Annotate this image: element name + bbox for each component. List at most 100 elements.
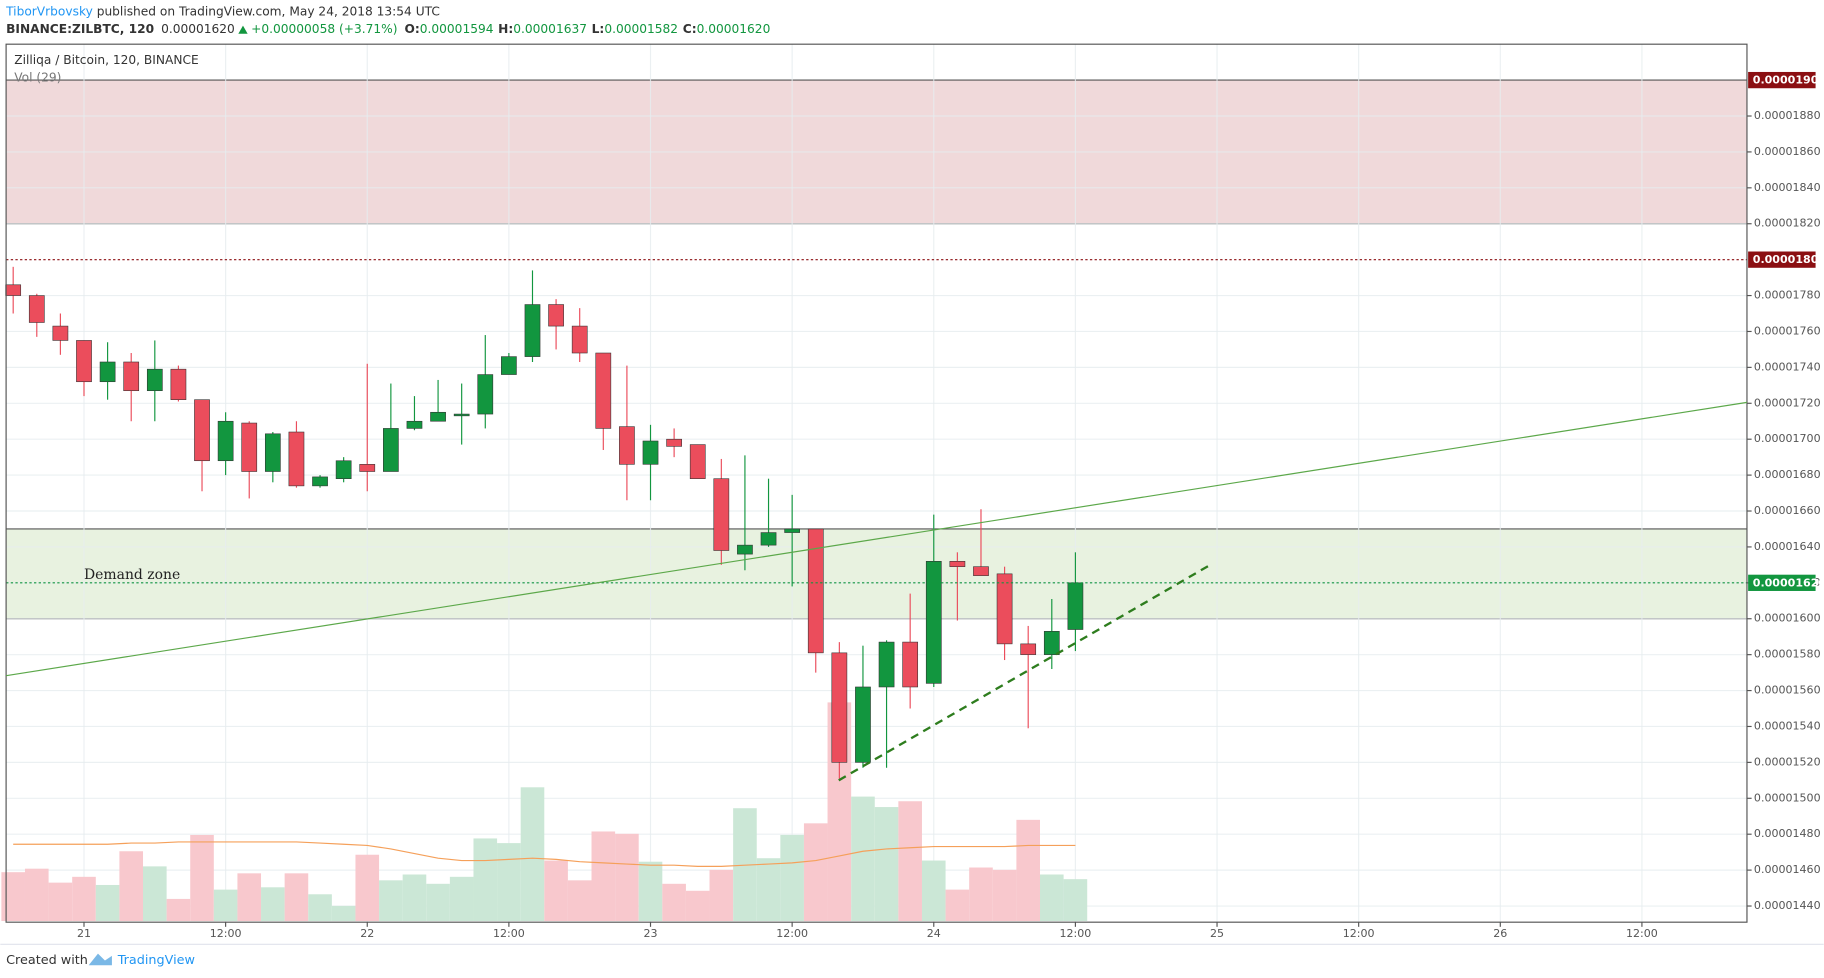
last-price: 0.00001620 [161,22,235,36]
candle-body [501,356,517,375]
volume-bar [331,905,356,922]
x-tick-label: 12:00 [210,927,242,940]
candle-body [406,420,423,429]
candle-body [807,528,824,654]
candle-body [666,438,682,447]
candle-body [5,284,22,296]
candle-body [52,325,69,341]
chart-title: Zilliqa / Bitcoin, 120, BINANCE [14,53,198,67]
candle-body [146,368,163,392]
candle-body [689,444,706,479]
volume-bar [426,883,450,922]
y-tick-label: 0.00001580 [1754,648,1821,661]
candle-body [430,411,446,422]
y-tick-label: 0.00001700 [1754,432,1821,445]
volume-bar [1039,874,1064,922]
volume-bar [520,787,545,922]
volume-bar [261,887,285,922]
ohlc: O:0.00001594 H:0.00001637 L:0.00001582 C:0.… [404,22,770,36]
volume-bar [449,876,474,922]
volume-bar [851,796,875,922]
x-tick-label: 12:00 [1060,927,1092,940]
candle-body [335,460,352,479]
volume-bar [1016,819,1040,922]
ohlc-value: 0.00001582 [604,22,678,36]
footer-text: Created with [6,953,88,968]
ohlc-value: 0.00001637 [513,22,587,36]
ohlc-label: L: [592,22,605,36]
volume-bar [48,882,73,922]
candle-body [453,413,470,417]
header-quote: BINANCE:ZILBTC, 120 0.00001620 +0.00000058… [6,22,770,36]
candle-body [312,476,328,487]
volume-bar [709,869,734,922]
support-line [838,564,1211,782]
volume-ma [13,841,1076,867]
candle-body [619,426,635,465]
candle-body [170,368,187,400]
price-tag [1748,251,1816,268]
y-tick-label: 0.00001860 [1754,145,1821,158]
price-tag-label: 0.00001900 [1753,74,1824,87]
y-tick-label: 0.00001500 [1754,791,1821,804]
candle-body [28,295,45,323]
volume-bar [190,834,214,922]
candle-body [1043,631,1060,655]
candle-body [477,374,494,415]
logo [88,953,112,966]
up-arrow [238,25,248,34]
candle-body [925,560,942,684]
candle-body [524,304,541,357]
volume-bar [780,834,804,922]
volume-bar [544,860,568,922]
y-tick-label: 0.00001560 [1754,684,1821,697]
volume-title: Vol (29) [14,70,61,84]
y-tick-label: 0.00001600 [1754,612,1821,625]
ohlc-label: O: [404,22,419,36]
candle-body [548,304,564,327]
volume-bar [284,873,309,922]
price-tag-label: 0.00001800 [1753,253,1824,266]
published: published on TradingView.com, May 24, 20… [93,4,440,18]
candle-body [264,433,281,472]
x-tick-label: 22 [360,927,374,940]
candle-body [99,361,116,383]
x-tick-label: 12:00 [1626,927,1658,940]
volume-bar [95,884,120,922]
volume-bar [662,883,686,922]
volume-bar [166,898,191,922]
ohlc-label: H: [498,22,513,36]
candle-body [217,420,234,462]
candle-body [123,361,140,392]
candle-body [1067,582,1084,630]
y-tick-label: 0.00001640 [1754,540,1821,553]
volume-bar [473,838,498,922]
candle-body [878,641,895,688]
candle-body [949,560,966,567]
candle-body [760,532,777,546]
author[interactable]: TiborVrbovsky [5,4,93,18]
candle-body [76,340,92,383]
y-tick-label: 0.00001880 [1754,109,1821,122]
x-tick-label: 23 [643,927,657,940]
y-tick-label: 0.00001840 [1754,181,1821,194]
volume-bar [1063,879,1088,922]
x-tick-label: 26 [1493,927,1507,940]
footer-brand[interactable]: TradingView [117,953,195,968]
volume-bar [945,889,970,922]
volume-bar [898,801,922,922]
zone-label: Demand zone [84,567,180,583]
ohlc-label: C: [683,22,697,36]
candle-body [571,325,588,354]
volume-bar [992,869,1017,922]
candle-body [383,428,399,472]
candle-body [241,422,258,472]
volume-bar [355,854,380,922]
candle-body [784,528,800,533]
volume-bar [119,851,144,922]
x-tick-label: 12:00 [776,927,808,940]
y-tick-label: 0.00001440 [1754,899,1821,912]
plot-border [5,43,1748,923]
volume-bar [72,876,96,922]
